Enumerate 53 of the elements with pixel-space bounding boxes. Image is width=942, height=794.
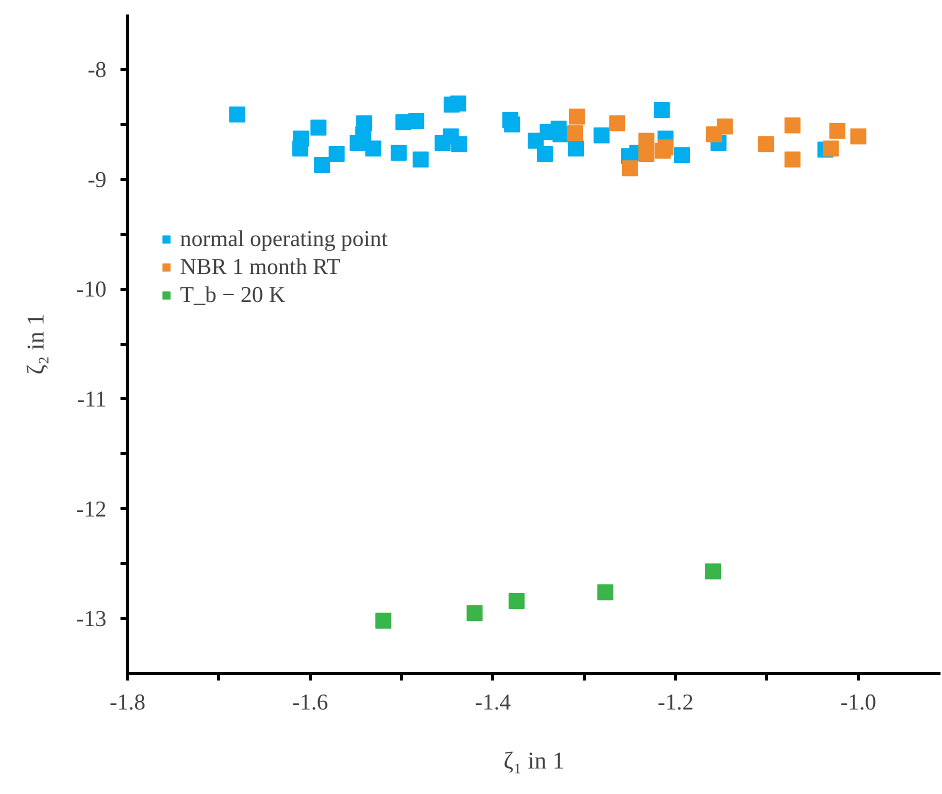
point (568, 108, 585, 125)
y-tick-label: -8 (88, 56, 106, 82)
point (552, 126, 568, 142)
x-tick-label: -1.8 (110, 690, 146, 714)
point (375, 612, 392, 629)
point (674, 147, 690, 164)
point (622, 160, 638, 176)
legend-label: T_b − 20 K (180, 282, 286, 308)
point (654, 102, 670, 118)
point (822, 140, 839, 156)
point (365, 140, 382, 156)
point (568, 140, 584, 156)
point (597, 584, 614, 600)
point (314, 156, 330, 173)
y-tick-label: -11 (77, 386, 107, 412)
point (408, 113, 424, 130)
point (466, 605, 483, 622)
point (784, 117, 801, 134)
point (705, 563, 722, 580)
point (758, 136, 774, 152)
point (229, 106, 246, 122)
legend-label: normal operating point (180, 226, 388, 252)
y-tick-label: -12 (76, 496, 106, 522)
x-axis-title: ζ₁ in 1 (504, 748, 564, 774)
point (829, 122, 846, 139)
y-axis-title: ζ₂ in 1 (23, 314, 50, 374)
point (567, 125, 584, 142)
point (850, 128, 866, 144)
x-tick-label: -1.2 (658, 690, 694, 714)
point (609, 115, 626, 132)
point (328, 146, 345, 162)
point (356, 115, 372, 132)
x-tick-label: -1.4 (474, 690, 511, 714)
point (293, 130, 310, 147)
x-tick-label: -1.6 (292, 690, 328, 714)
point (504, 116, 520, 132)
point (508, 593, 525, 610)
point (450, 95, 466, 112)
point (390, 144, 407, 161)
point (412, 151, 429, 168)
x-tick-label: -1.0 (840, 690, 876, 714)
point (310, 120, 326, 136)
point (536, 146, 553, 162)
legend-label: NBR 1 month RT (180, 254, 340, 280)
point (706, 126, 722, 142)
y-tick-label: -13 (76, 606, 106, 632)
point (638, 146, 654, 162)
point (654, 142, 671, 159)
y-tick-label: -9 (88, 166, 106, 192)
point (784, 151, 801, 168)
y-tick-label: -10 (76, 276, 106, 302)
point (594, 127, 610, 144)
point (451, 136, 468, 152)
